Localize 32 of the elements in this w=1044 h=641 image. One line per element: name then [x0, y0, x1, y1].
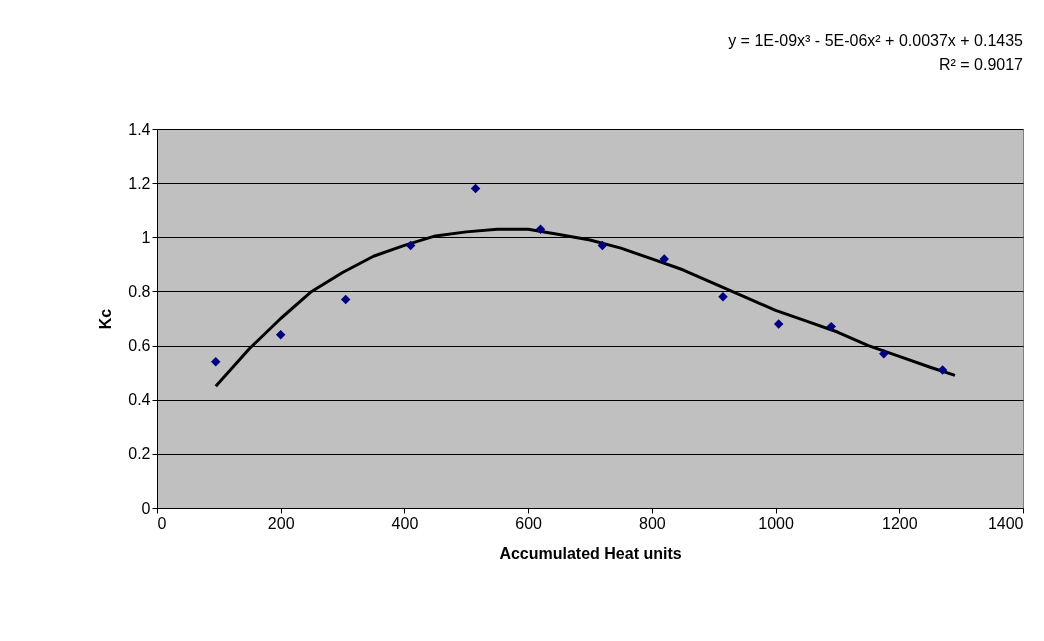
x-tick-label: 800	[639, 514, 666, 532]
point	[597, 240, 608, 251]
x-tick-label: 600	[515, 514, 543, 532]
x-tick-label: 1400	[987, 514, 1024, 532]
point	[275, 330, 286, 340]
y-tick-label: 0.2	[128, 445, 151, 463]
point	[659, 254, 669, 264]
point	[826, 321, 836, 332]
y-tick-label: 1.4	[128, 120, 151, 138]
point	[773, 319, 784, 329]
y-axis-title: Kc	[97, 308, 115, 330]
point	[879, 348, 889, 359]
x-tick-label: 1000	[758, 514, 794, 532]
point	[535, 224, 546, 234]
point	[405, 240, 416, 251]
x-axis-title: Accumulated Heat units	[499, 544, 682, 562]
point	[211, 357, 221, 367]
text: R² = 0.9017	[938, 56, 1024, 73]
x-tick-label: 0	[157, 514, 167, 532]
point	[470, 183, 481, 194]
text: y = 1E-09x³ - 5E-06x² + 0.0037x + 0.1435	[728, 32, 1024, 49]
x-tick-label: 200	[267, 514, 295, 532]
y-tick-label: 1	[141, 228, 151, 246]
x-tick-label: 1200	[881, 514, 918, 532]
y-tick-label: 0	[141, 499, 151, 517]
y-tick-label: 0.4	[128, 391, 151, 409]
x-tick-label: 400	[391, 514, 419, 532]
y-tick-label: 0.8	[128, 282, 151, 300]
point	[340, 294, 351, 305]
y-tick-label: 1.2	[128, 174, 151, 192]
point	[937, 365, 948, 375]
y-tick-label: 0.6	[128, 337, 151, 355]
